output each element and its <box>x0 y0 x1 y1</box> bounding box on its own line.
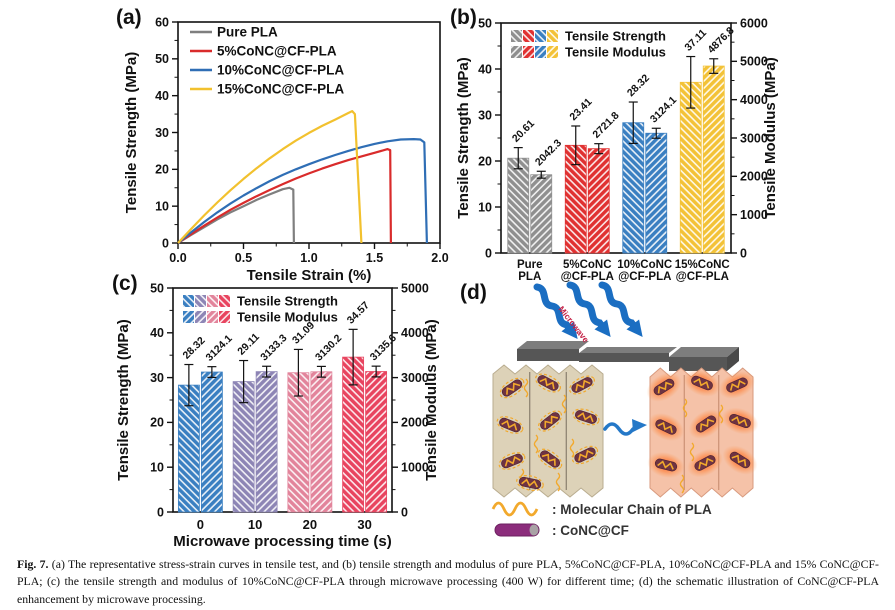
panel-a-label: (a) <box>116 6 142 29</box>
figure-caption-label: Fig. 7. <box>17 557 49 571</box>
svg-text:10%CoNC: 10%CoNC <box>617 259 672 271</box>
svg-text:2000: 2000 <box>401 416 429 430</box>
svg-text:30: 30 <box>357 517 371 532</box>
panel-c-label: (c) <box>112 272 138 295</box>
svg-text:2042.3: 2042.3 <box>533 137 564 168</box>
svg-text:Tensile Strength (MPa): Tensile Strength (MPa) <box>455 57 472 218</box>
svg-text:@CF-PLA: @CF-PLA <box>676 271 729 283</box>
panel-d-label: (d) <box>460 281 487 304</box>
svg-text:Pure PLA: Pure PLA <box>217 25 278 40</box>
microwave-schematic: Microwave : Molecular Chain of PLA : CoN… <box>491 280 895 538</box>
svg-text:Tensile Strain (%): Tensile Strain (%) <box>247 267 372 284</box>
svg-text:20: 20 <box>150 416 164 430</box>
svg-text:15%CoNC: 15%CoNC <box>675 259 730 271</box>
svg-text:30: 30 <box>150 371 164 385</box>
svg-text:5000: 5000 <box>401 281 429 295</box>
svg-text:Tensile Modulus: Tensile Modulus <box>565 45 666 60</box>
svg-text:3124.1: 3124.1 <box>204 332 235 363</box>
svg-text:Tensile Modulus (MPa): Tensile Modulus (MPa) <box>423 319 440 480</box>
svg-text:2000: 2000 <box>740 170 768 184</box>
svg-text:4000: 4000 <box>740 93 768 107</box>
svg-text:0: 0 <box>485 246 492 260</box>
svg-text:15%CoNC@CF-PLA: 15%CoNC@CF-PLA <box>217 82 344 97</box>
svg-text:10: 10 <box>150 461 164 475</box>
svg-text:Pure: Pure <box>517 259 543 271</box>
svg-text:3135.6: 3135.6 <box>368 332 399 363</box>
svg-text:3124.1: 3124.1 <box>648 94 679 125</box>
svg-text:3000: 3000 <box>740 131 768 145</box>
svg-text:40: 40 <box>150 326 164 340</box>
svg-text:10: 10 <box>478 200 492 214</box>
svg-text:@CF-PLA: @CF-PLA <box>618 271 671 283</box>
svg-text:0: 0 <box>157 505 164 519</box>
svg-text:10: 10 <box>248 517 262 532</box>
svg-text:1000: 1000 <box>740 208 768 222</box>
svg-text:0: 0 <box>401 505 408 519</box>
svg-text:30: 30 <box>155 126 169 140</box>
svg-text:2721.8: 2721.8 <box>590 109 621 140</box>
figure-caption: Fig. 7. (a) The representative stress-st… <box>17 556 879 608</box>
svg-text:50: 50 <box>155 52 169 66</box>
svg-text:34.57: 34.57 <box>345 299 372 326</box>
svg-text:6000: 6000 <box>740 16 768 30</box>
svg-text:20.61: 20.61 <box>510 118 537 145</box>
svg-text:Microwave processing time (s): Microwave processing time (s) <box>173 533 391 550</box>
svg-text:0: 0 <box>162 236 169 250</box>
svg-text:40: 40 <box>478 62 492 76</box>
svg-text:Tensile Modulus (MPa): Tensile Modulus (MPa) <box>762 57 779 218</box>
svg-text:Tensile Strength: Tensile Strength <box>237 294 338 309</box>
svg-text:1000: 1000 <box>401 461 429 475</box>
pla-chain-legend-label: : Molecular Chain of PLA <box>552 502 712 517</box>
svg-text:4000: 4000 <box>401 326 429 340</box>
svg-text:28.32: 28.32 <box>625 72 652 99</box>
svg-text:0: 0 <box>197 517 204 532</box>
svg-text:23.41: 23.41 <box>567 96 594 123</box>
microwave-time-bar-chart: 0 10 20 30 40 50 0 1000 2000 3000 4000 5000 Tensile … <box>115 281 440 550</box>
svg-text:29.11: 29.11 <box>235 331 262 358</box>
svg-text:37.11: 37.11 <box>682 27 709 54</box>
svg-text:Tensile Strength (MPa): Tensile Strength (MPa) <box>115 319 132 480</box>
svg-text:0.0: 0.0 <box>169 251 186 265</box>
svg-text:28.32: 28.32 <box>181 334 208 361</box>
svg-text:20: 20 <box>155 163 169 177</box>
figure-caption-text: (a) The representative stress-strain cur… <box>17 557 879 606</box>
svg-text:5%CoNC@CF-PLA: 5%CoNC@CF-PLA <box>217 44 337 59</box>
svg-text:30: 30 <box>478 108 492 122</box>
svg-text:PLA: PLA <box>518 271 541 283</box>
svg-text:50: 50 <box>150 281 164 295</box>
svg-text:1.0: 1.0 <box>300 251 317 265</box>
panel-b-label: (b) <box>450 6 477 29</box>
svg-text:3000: 3000 <box>401 371 429 385</box>
svg-text:40: 40 <box>155 89 169 103</box>
svg-text:60: 60 <box>155 15 169 29</box>
svg-text:10%CoNC@CF-PLA: 10%CoNC@CF-PLA <box>217 63 344 78</box>
svg-text:50: 50 <box>478 16 492 30</box>
svg-text:10: 10 <box>155 199 169 213</box>
svg-text:0.5: 0.5 <box>235 251 252 265</box>
conc-cf-legend-label: : CoNC@CF <box>552 523 629 538</box>
svg-text:4876.8: 4876.8 <box>705 25 736 56</box>
tensile-strength-modulus-bar-chart: 0 10 20 30 40 50 0 1000 2000 3000 4000 5000 6000 Tens… <box>455 16 779 283</box>
svg-text:3133.3: 3133.3 <box>258 332 289 363</box>
svg-text:@CF-PLA: @CF-PLA <box>561 271 614 283</box>
svg-text:Tensile Strength: Tensile Strength <box>565 29 666 44</box>
svg-text:20: 20 <box>303 517 317 532</box>
svg-text:20: 20 <box>478 154 492 168</box>
stress-strain-line-chart: 0 10 20 30 40 50 60 0.0 0.5 1.0 1.5 2.0 Tensile Stre… <box>123 15 449 284</box>
svg-text:2.0: 2.0 <box>431 251 448 265</box>
svg-text:5%CoNC: 5%CoNC <box>563 259 612 271</box>
svg-text:1.5: 1.5 <box>366 251 383 265</box>
schematic-artwork <box>491 280 763 537</box>
svg-text:Tensile Modulus: Tensile Modulus <box>237 310 338 325</box>
svg-text:0: 0 <box>740 246 747 260</box>
svg-text:Tensile Strength (MPa): Tensile Strength (MPa) <box>123 52 140 213</box>
svg-text:5000: 5000 <box>740 55 768 69</box>
svg-text:3130.2: 3130.2 <box>313 332 344 363</box>
